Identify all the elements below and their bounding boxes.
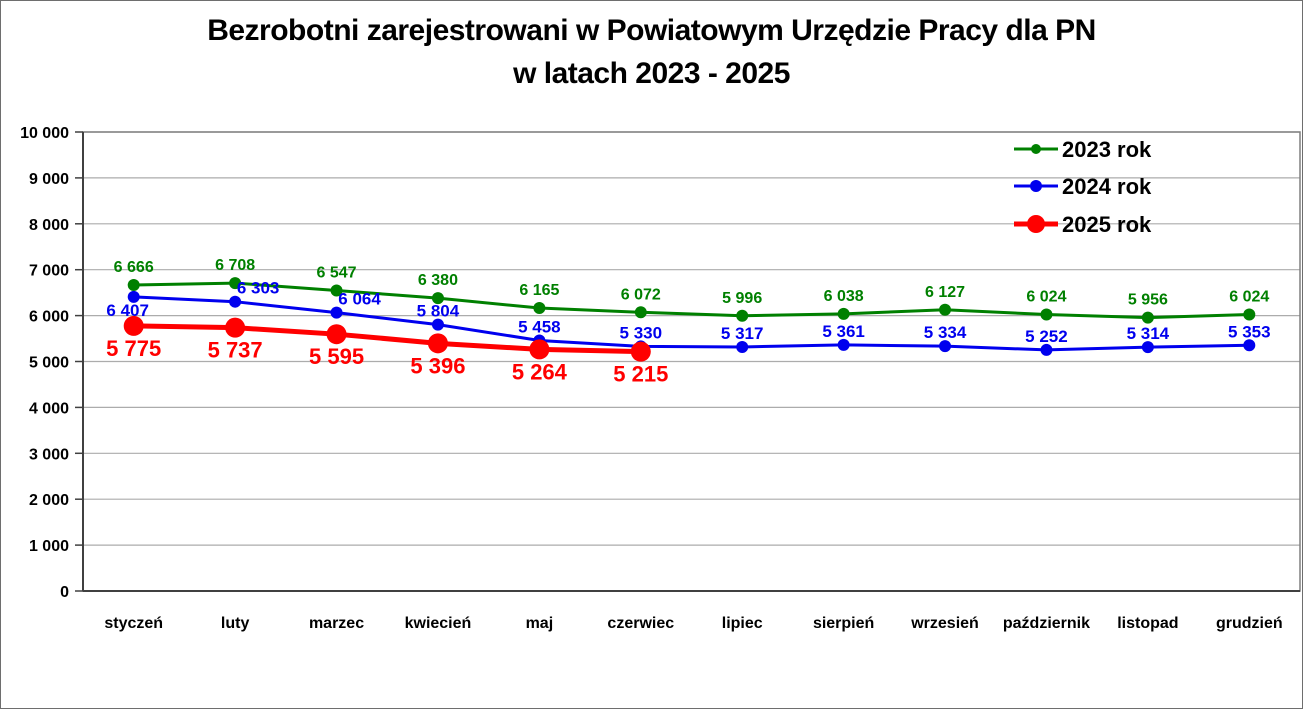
- data-label-2025: 5 595: [309, 344, 364, 369]
- data-point-2023: [229, 277, 242, 290]
- data-point-2025: [630, 341, 651, 362]
- x-axis-label: sierpień: [813, 615, 874, 632]
- data-label-2023: 6 038: [824, 288, 864, 305]
- data-point-2024: [736, 340, 749, 353]
- data-point-2023: [736, 309, 749, 322]
- data-point-2024: [127, 290, 140, 303]
- data-label-2024: 5 330: [620, 323, 663, 342]
- y-axis-tick-label: 4 000: [29, 400, 69, 417]
- y-axis-tick-label: 6 000: [29, 309, 69, 326]
- x-axis-label: styczeń: [104, 615, 163, 632]
- x-axis-label: październik: [1003, 615, 1090, 632]
- data-label-2023: 5 996: [722, 290, 762, 307]
- chart-title: Bezrobotni zarejestrowani w Powiatowym U…: [1, 9, 1302, 95]
- chart-title-line1: Bezrobotni zarejestrowani w Powiatowym U…: [207, 14, 1096, 47]
- data-point-2024: [330, 306, 343, 319]
- data-label-2023: 6 024: [1229, 288, 1269, 305]
- data-point-2023: [330, 284, 343, 297]
- data-label-2023: 6 024: [1026, 288, 1066, 305]
- data-point-2023: [431, 292, 444, 305]
- x-axis-label: maj: [526, 615, 554, 632]
- data-label-2023: 6 547: [317, 264, 357, 281]
- data-point-2024: [431, 318, 444, 331]
- data-label-2025: 5 215: [613, 362, 668, 387]
- chart-title-line2: w latach 2023 - 2025: [513, 57, 790, 90]
- data-point-2024: [1040, 343, 1053, 356]
- data-label-2023: 6 127: [925, 284, 965, 301]
- data-point-2025: [529, 339, 550, 360]
- y-axis-tick-label: 3 000: [29, 446, 69, 463]
- data-point-2023: [939, 303, 952, 316]
- legend-label-2025: 2025 rok: [1062, 212, 1152, 237]
- data-label-2023: 5 956: [1128, 292, 1168, 309]
- data-point-2024: [939, 340, 952, 353]
- y-axis-tick-label: 7 000: [29, 263, 69, 280]
- data-point-2023: [1040, 308, 1053, 321]
- data-point-2023: [533, 302, 546, 315]
- data-label-2025: 5 396: [410, 353, 465, 378]
- y-axis-tick-label: 1 000: [29, 538, 69, 555]
- x-axis-label: lipiec: [722, 615, 763, 632]
- data-label-2023: 6 666: [114, 259, 154, 276]
- data-label-2024: 5 804: [417, 302, 460, 321]
- data-point-2023: [1243, 308, 1256, 321]
- data-point-2024: [1141, 341, 1154, 354]
- legend-marker-dot-2025: [1027, 215, 1045, 233]
- data-label-2024: 5 317: [721, 324, 764, 343]
- data-point-2023: [837, 307, 850, 320]
- data-label-2024: 6 303: [237, 279, 280, 298]
- data-label-2025: 5 775: [106, 336, 161, 361]
- legend-label-2023: 2023 rok: [1062, 137, 1152, 162]
- x-axis-label: wrzesień: [910, 615, 979, 632]
- data-label-2024: 5 252: [1025, 327, 1068, 346]
- data-point-2025: [326, 324, 347, 345]
- data-label-2023: 6 380: [418, 272, 458, 289]
- y-axis-tick-label: 0: [60, 584, 69, 601]
- x-axis-label: listopad: [1117, 615, 1178, 632]
- x-axis-label: czerwiec: [607, 615, 674, 632]
- legend-marker-dot-2023: [1031, 144, 1041, 154]
- data-point-2025: [225, 317, 246, 338]
- data-label-2024: 5 458: [518, 317, 561, 336]
- data-point-2023: [634, 306, 647, 319]
- data-label-2023: 6 708: [215, 257, 255, 274]
- data-label-2024: 5 314: [1127, 324, 1170, 343]
- data-label-2024: 6 064: [338, 290, 381, 309]
- data-point-2024: [229, 295, 242, 308]
- x-axis-label: grudzień: [1216, 615, 1283, 632]
- x-axis-label: kwiecień: [405, 615, 472, 632]
- data-label-2024: 6 407: [106, 301, 149, 320]
- y-axis-tick-label: 8 000: [29, 217, 69, 234]
- series-line-2023: [133, 281, 1250, 320]
- legend-marker-dot-2024: [1030, 180, 1042, 192]
- data-label-2023: 6 165: [519, 282, 559, 299]
- data-point-2025: [123, 315, 144, 336]
- series-line-2025: [133, 323, 641, 355]
- x-axis-label: luty: [221, 615, 250, 632]
- data-label-2023: 6 072: [621, 286, 661, 303]
- data-label-2024: 5 361: [822, 322, 865, 341]
- data-point-2024: [837, 338, 850, 351]
- data-point-2023: [127, 279, 140, 292]
- data-label-2025: 5 737: [208, 338, 263, 363]
- y-axis-tick-label: 9 000: [29, 171, 69, 188]
- data-label-2024: 5 353: [1228, 322, 1271, 341]
- data-label-2025: 5 264: [512, 359, 568, 384]
- legend-label-2024: 2024 rok: [1062, 174, 1152, 199]
- data-point-2025: [427, 333, 448, 354]
- y-axis-tick-label: 2 000: [29, 492, 69, 509]
- y-axis-tick-label: 5 000: [29, 355, 69, 372]
- data-point-2023: [1141, 311, 1154, 324]
- data-label-2024: 5 334: [924, 323, 967, 342]
- y-axis-tick-label: 10 000: [20, 125, 69, 142]
- x-axis-label: marzec: [309, 615, 364, 632]
- series-line-2024: [133, 295, 1250, 352]
- data-point-2024: [1243, 339, 1256, 352]
